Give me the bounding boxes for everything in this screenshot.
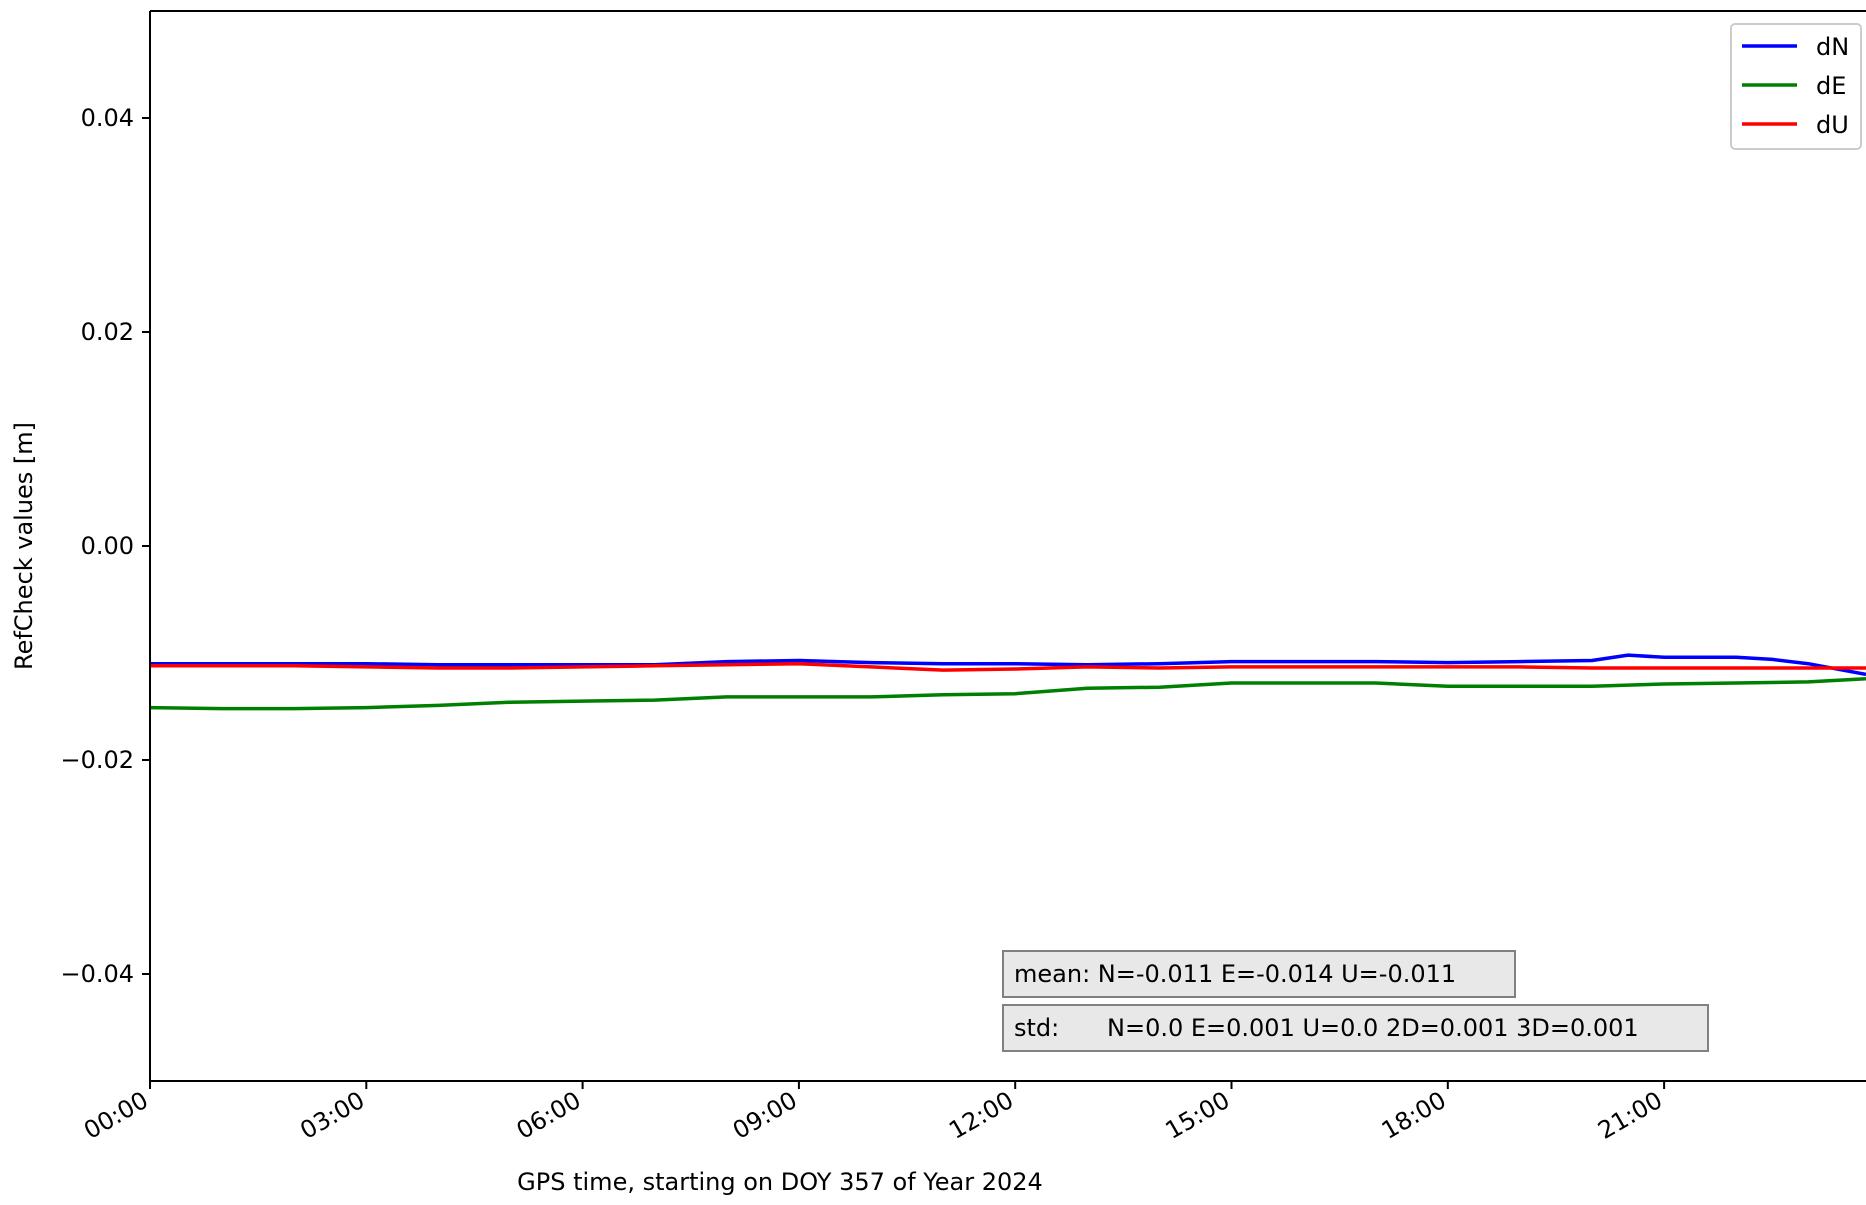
std-stats-box: std: N=0.0 E=0.001 U=0.0 2D=0.001 3D=0.0… (1002, 1004, 1709, 1052)
x-axis-label: GPS time, starting on DOY 357 of Year 20… (517, 1168, 1043, 1196)
std-stats-text: N=0.0 E=0.001 U=0.0 2D=0.001 3D=0.001 (1107, 1014, 1639, 1042)
y-tick-label: −0.02 (60, 746, 134, 774)
series-line-dU (150, 661, 1866, 672)
mean-box-background (1002, 950, 1516, 998)
legend: dN dE dU (1730, 23, 1862, 150)
y-tick-label: 0.00 (81, 532, 134, 560)
std-stats-label: std: (1014, 1014, 1059, 1042)
legend-label-dN: dN (1816, 33, 1849, 61)
series-line-dN (150, 653, 1866, 677)
std-box-background (1002, 1004, 1709, 1052)
series-layer (149, 653, 1866, 711)
legend-label-dE: dE (1816, 72, 1846, 100)
legend-items: dN dE dU (1742, 33, 1849, 139)
mean-stats-box: mean: N=-0.011 E=-0.014 U=-0.011 (1002, 950, 1516, 998)
y-axis-label: RefCheck values [m] (10, 422, 38, 670)
y-tick-label: 0.02 (81, 318, 134, 346)
legend-label-dU: dU (1816, 111, 1849, 139)
y-tick-label: −0.04 (60, 960, 134, 988)
y-tick-label: 0.04 (81, 104, 134, 132)
series-line-dE (149, 676, 1866, 711)
mean-stats-text: mean: N=-0.011 E=-0.014 U=-0.011 (1014, 960, 1456, 988)
